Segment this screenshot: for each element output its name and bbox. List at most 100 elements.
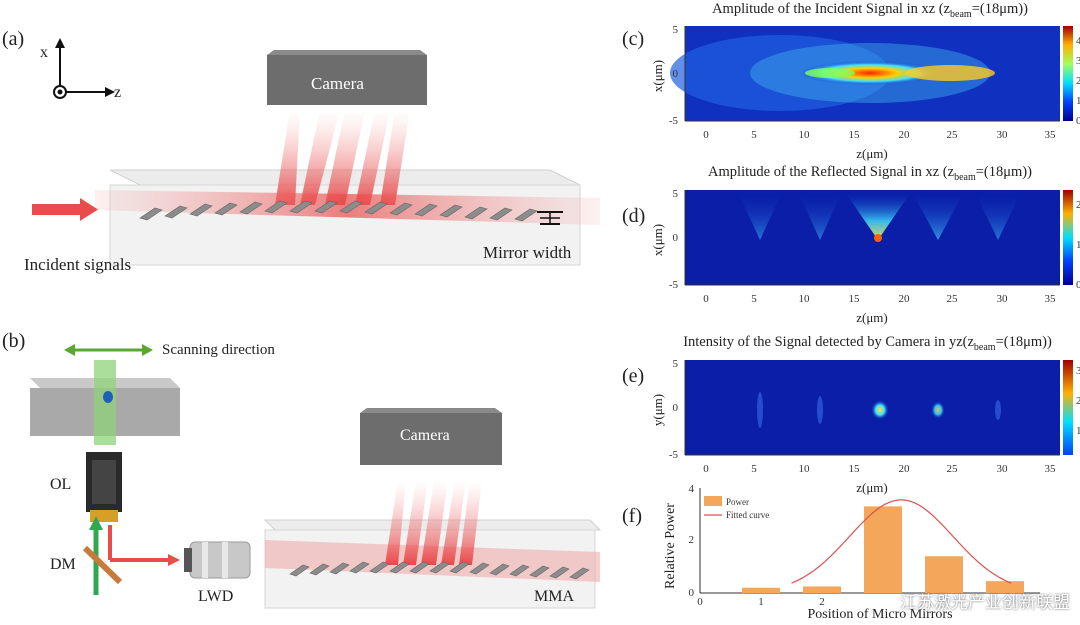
f-xtick-2: 2 [819,596,825,608]
c-xtick-1: 5 [751,129,757,141]
panel-d-title-post: =(18μm)) [975,164,1032,180]
f-ytick-0: 4 [689,483,695,495]
panel-e-svg: 5 0 -5 0 5 10 15 20 25 30 35 z(μm) y(μm)… [650,358,1080,495]
c-cbar-tick-0: 4 [1076,35,1080,47]
schematic-a-drawing [32,38,600,266]
e-xtick-1: 5 [751,463,757,475]
fitted-curve [791,499,1012,584]
e-xtick-2: 10 [799,463,811,475]
axis-z-label: z [114,84,122,101]
c-cbar-tick-1: 3 [1076,55,1080,67]
bar-3 [864,506,902,593]
c-cbar-tick-3: 1 [1076,95,1080,107]
panel-d-svg: 5 0 -5 0 5 10 15 20 25 30 35 z(μm) x(μm)… [650,188,1080,325]
d-ytick-2: -5 [669,279,679,291]
panel-label-c: (c) [622,28,645,50]
panel-label-f: (f) [622,505,642,527]
panel-f-svg: 4 2 0 0 1 2 Position of Micro Mirrors Re… [663,483,1040,622]
f-xlabel: Position of Micro Mirrors [807,607,952,620]
c-xlabel: z(μm) [856,146,888,161]
d-cbar-tick-1: 1 [1076,239,1080,251]
c-xtick-6: 30 [997,129,1009,141]
camera-label-b: Camera [400,427,450,444]
panel-d-title-pre: Amplitude of the Reflected Signal in xz … [708,164,955,180]
panel-e-plot: 5 0 -5 0 5 10 15 20 25 30 35 z(μm) y(μm)… [640,352,1080,502]
d-xtick-4: 20 [899,293,911,305]
bar-1 [742,587,780,593]
c-ytick-1: 0 [673,68,679,80]
panel-c-title-sub: beam [950,8,972,20]
d-xtick-7: 35 [1045,293,1057,305]
d-cbar-tick-2: 0 [1076,279,1080,291]
panel-c-title: Amplitude of the Incident Signal in xz (… [660,1,1080,20]
incident-signals-label: Incident signals [24,255,132,274]
d-xtick-6: 30 [997,293,1009,305]
d-xtick-5: 25 [947,293,959,305]
schematic-b: Scanning direction OL DM LWD Camera MMA [0,320,620,620]
d-xtick-3: 15 [849,293,861,305]
lwd-label: LWD [198,588,234,605]
panel-c-title-pre: Amplitude of the Incident Signal in xz (… [712,1,951,17]
e-cbar-tick-1: 2 [1076,395,1080,407]
bar-5 [986,581,1024,593]
d-cbar-tick-0: 2 [1076,199,1080,211]
dm-label: DM [50,556,76,573]
f-ytick-2: 0 [689,587,695,599]
e-xtick-6: 30 [997,463,1009,475]
panel-label-a: (a) [2,28,25,50]
panel-label-e: (e) [622,365,645,387]
e-cbar-tick-0: 3 [1076,365,1080,377]
c-xtick-7: 35 [1045,129,1057,141]
e-xlabel: z(μm) [856,480,888,495]
e-xtick-3: 15 [849,463,861,475]
panel-label-b: (b) [2,330,26,352]
panel-c-plot: 5 0 -5 0 5 10 15 20 25 30 35 z(μm) x(μm)… [640,18,1080,168]
d-ylabel: x(μm) [650,224,665,256]
d-ytick-0: 5 [673,188,679,200]
d-xtick-0: 0 [703,293,709,305]
f-ytick-1: 2 [689,534,695,546]
c-ytick-0: 5 [673,24,679,36]
axis-x-label: x [40,44,48,61]
c-xtick-5: 25 [947,129,959,141]
e-xtick-5: 25 [947,463,959,475]
d-xtick-2: 10 [799,293,811,305]
d-ytick-1: 0 [673,232,679,244]
watermark-text: 江苏激光产业创新联盟 [900,593,1070,613]
c-xtick-4: 20 [899,129,911,141]
e-ytick-0: 5 [673,358,679,370]
panel-c-title-post: =(18μm)) [971,1,1028,17]
legend-power-label: Power [726,497,749,507]
e-xtick-0: 0 [703,463,709,475]
e-xtick-7: 35 [1045,463,1057,475]
legend-power-swatch [704,496,722,506]
panel-e-title-sub: beam [973,341,996,353]
panel-d-title: Amplitude of the Reflected Signal in xz … [660,164,1080,183]
mirror-width-label: Mirror width [483,243,572,262]
panel-c-svg: 5 0 -5 0 5 10 15 20 25 30 35 z(μm) x(μm)… [650,24,1080,161]
panel-e-title-post: =(18μm)) [995,334,1052,350]
e-xtick-4: 20 [899,463,911,475]
panel-e-title-pre: Intensity of the Signal detected by Came… [683,334,974,350]
c-cbar-tick-2: 2 [1076,75,1080,87]
f-xtick-0: 0 [697,596,703,608]
ol-label: OL [50,476,72,493]
scanning-direction-label: Scanning direction [162,342,275,358]
bar-2 [803,586,841,593]
c-cbar-tick-4: 0 [1076,115,1080,127]
c-xtick-0: 0 [703,129,709,141]
c-xtick-2: 10 [799,129,811,141]
panel-f-chart: 4 2 0 0 1 2 Position of Micro Mirrors Re… [660,478,1080,625]
panel-f-bars [742,506,1024,593]
c-ytick-2: -5 [669,115,679,127]
f-ylabel: Relative Power [663,503,678,589]
f-xtick-1: 1 [758,596,764,608]
d-xlabel: z(μm) [856,310,888,325]
panel-e-title: Intensity of the Signal detected by Came… [655,334,1080,353]
legend-curve-label: Fitted curve [726,510,769,520]
e-ytick-2: -5 [669,449,679,461]
camera-label-a: Camera [311,74,364,93]
panel-label-d: (d) [622,205,646,227]
c-ylabel: x(μm) [650,60,665,92]
e-cbar-tick-2: 1 [1076,425,1080,437]
